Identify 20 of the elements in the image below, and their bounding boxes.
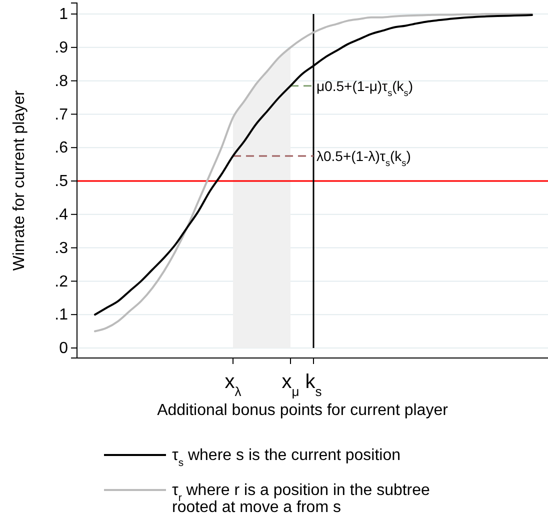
y-tick-label: .8 (54, 72, 68, 90)
y-tick-label: .5 (54, 173, 68, 190)
y-tick-label: .7 (54, 106, 68, 124)
y-tick-label: .4 (54, 206, 68, 224)
x-tick-label: x$_{μ}$ (282, 371, 300, 398)
ref-line-label: μ0.5+(1-μ)τ$_{s}$(k$_{s}$) (316, 78, 414, 98)
y-tick-label: .9 (54, 40, 68, 57)
legend-label: τ$_{r}$ where r is a position in the subtree rooted at move a from s (172, 482, 430, 516)
y-tick-label: 1 (59, 6, 68, 24)
y-tick-label: .3 (54, 240, 68, 257)
x-tick-label: x$_{λ}$ (224, 371, 242, 398)
x-tick-label: k$_{s}$ (305, 371, 322, 398)
y-axis-title: Winrate for current player (11, 90, 28, 271)
y-tick-label: .6 (54, 140, 68, 157)
y-tick-label: .1 (54, 306, 68, 324)
ref-line-label: λ0.5+(1-λ)τ$_{s}$(k$_{s}$) (316, 148, 411, 168)
x-axis-title: Additional bonus points for current player (157, 402, 449, 419)
legend-label: τ$_{s}$ where s is the current position (172, 447, 401, 468)
y-tick-label: .2 (54, 273, 68, 290)
y-tick-label: 0 (59, 340, 68, 358)
